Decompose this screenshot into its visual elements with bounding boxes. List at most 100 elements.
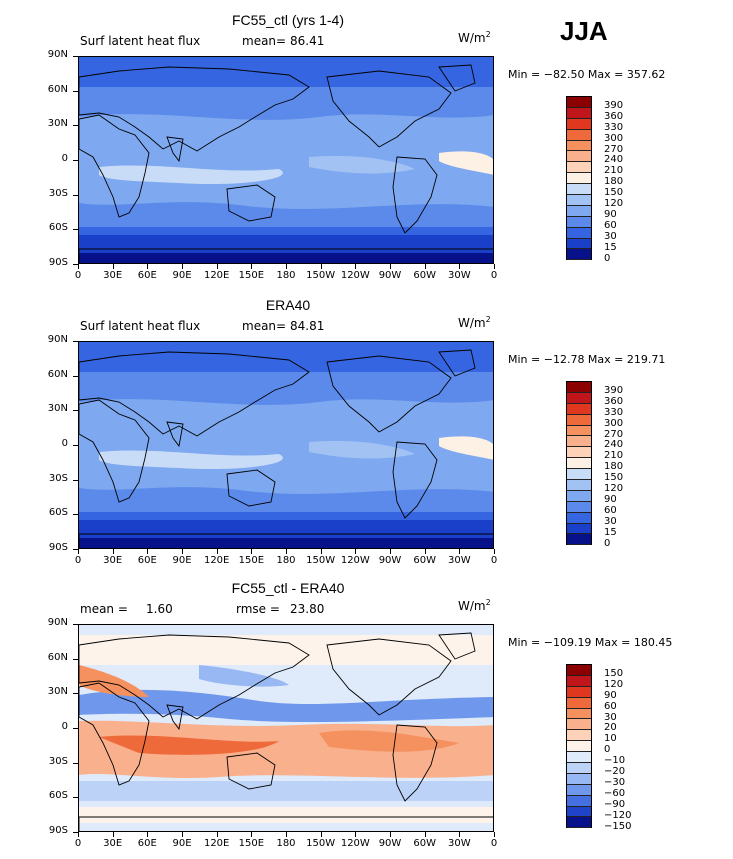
contour-region — [99, 735, 279, 755]
colorbar-swatch — [567, 458, 591, 470]
longitude-label: 0 — [74, 838, 82, 849]
latitude-label: 60N — [47, 83, 68, 95]
colorbar-swatch — [567, 205, 591, 217]
contour-region — [309, 440, 415, 459]
longitude-label: 30W — [448, 838, 471, 849]
coastline — [392, 724, 438, 802]
colorbar-swatch — [567, 806, 591, 818]
colorbar-label: 30 — [604, 515, 617, 527]
longitude-label: 0 — [74, 555, 82, 566]
longitude-label: 180 — [276, 270, 296, 281]
colorbar-label: −60 — [604, 787, 626, 799]
units-exponent: 2 — [485, 598, 491, 607]
longitude-tick — [320, 832, 322, 837]
colorbar-swatch — [567, 392, 591, 404]
latitude-tick — [73, 90, 78, 92]
colorbar-label: 180 — [604, 461, 624, 473]
longitude-tick — [286, 549, 287, 554]
colorbar-label: 60 — [604, 219, 617, 231]
mean-value: 86.41 — [290, 34, 325, 48]
longitude-label: 60E — [137, 270, 157, 281]
longitude-label: 90E — [172, 555, 192, 566]
longitude-label: 120W — [340, 838, 370, 849]
contour-region — [79, 253, 493, 263]
latitude-tick — [73, 514, 78, 516]
colorbar-swatch — [567, 501, 591, 513]
colorbar-swatch — [567, 140, 591, 152]
contour-region — [79, 781, 493, 801]
colorbar-label: 0 — [604, 744, 611, 756]
coastline — [326, 70, 452, 148]
units-label: W/m2 — [458, 30, 491, 45]
coastline — [438, 349, 476, 377]
longitude-label: 30W — [448, 555, 471, 566]
longitude-label: 90W — [378, 555, 402, 566]
rmse-label: rmse = — [236, 602, 280, 616]
coastline — [166, 136, 184, 163]
latitude-tick — [73, 658, 78, 660]
latitude-label: 60N — [47, 368, 68, 380]
colorbar-label: 300 — [604, 417, 624, 429]
longitude-tick — [390, 549, 391, 554]
longitude-label: 180 — [276, 555, 296, 566]
coastline — [326, 355, 452, 433]
colorbar-label: 120 — [604, 198, 624, 209]
colorbar-swatch — [567, 382, 591, 393]
colorbar-label: 150 — [604, 187, 624, 199]
latitude-tick — [73, 229, 78, 231]
colorbar-label: −90 — [604, 798, 626, 810]
units-exponent: 2 — [485, 315, 491, 324]
map-frame — [78, 56, 494, 264]
coastline — [79, 114, 150, 218]
longitude-tick — [251, 832, 253, 837]
longitude-tick — [216, 549, 218, 554]
longitude-tick — [182, 549, 183, 554]
longitude-label: 120W — [340, 270, 370, 281]
colorbar-label: 330 — [604, 406, 624, 418]
latitude-tick — [73, 194, 78, 196]
colorbar — [566, 96, 592, 261]
longitude-label: 120E — [203, 555, 230, 566]
latitude-tick — [73, 728, 78, 729]
longitude-tick — [78, 549, 79, 554]
panel-title: FC55_ctl - ERA40 — [231, 580, 345, 596]
colorbar-label: 20 — [604, 722, 617, 734]
colorbar-label: 240 — [604, 439, 624, 451]
colorbar-swatch — [567, 523, 591, 535]
contour-region — [79, 665, 149, 697]
coastline — [326, 638, 452, 716]
contour-region — [309, 155, 415, 174]
colorbar-label: 180 — [604, 176, 624, 188]
colorbar-label: 390 — [604, 99, 624, 111]
latitude-label: 60N — [47, 651, 68, 663]
colorbar-swatch — [567, 414, 591, 426]
colorbar-swatch — [567, 534, 591, 546]
latitude-tick — [73, 479, 78, 481]
map-frame — [78, 341, 494, 549]
colorbar-label: 90 — [604, 689, 617, 701]
colorbar — [566, 664, 592, 829]
longitude-tick — [182, 264, 183, 269]
latitude-tick — [73, 160, 78, 161]
contour-field — [79, 342, 493, 548]
latitude-label: 90S — [48, 825, 68, 836]
contour-region — [79, 538, 493, 548]
longitude-label: 90E — [172, 838, 192, 849]
longitude-tick — [355, 264, 357, 269]
coastline — [79, 248, 493, 263]
colorbar-swatch — [567, 447, 591, 459]
colorbar-swatch — [567, 719, 591, 731]
colorbar-swatch — [567, 512, 591, 524]
contour-region — [439, 436, 493, 460]
longitude-label: 90W — [378, 270, 402, 281]
longitude-label: 90E — [172, 270, 192, 281]
longitude-label: 150W — [306, 838, 336, 849]
colorbar-swatch — [567, 118, 591, 130]
colorbar-swatch — [567, 490, 591, 502]
longitude-tick — [251, 264, 253, 269]
colorbar-label: 150 — [604, 667, 624, 679]
mean-label: mean = — [80, 602, 128, 616]
longitude-tick — [320, 549, 322, 554]
longitude-tick — [390, 832, 391, 837]
colorbar-swatch — [567, 249, 591, 261]
